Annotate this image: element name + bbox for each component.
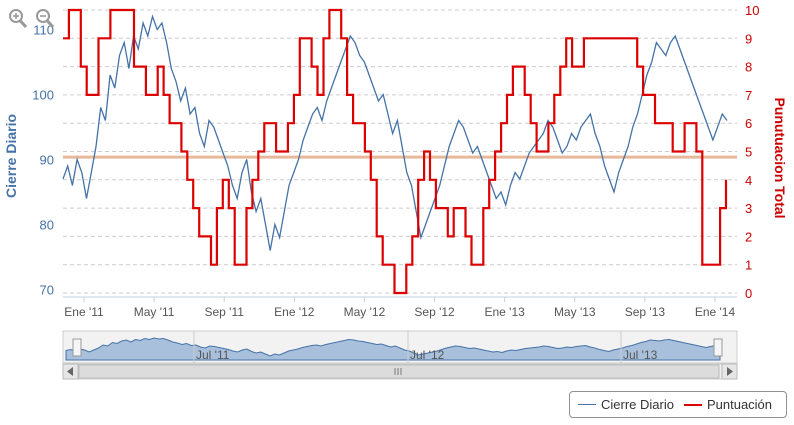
y-right-tick-label: 10 xyxy=(745,3,759,18)
y-right-tick-label: 1 xyxy=(745,258,752,273)
x-axis: Ene '11 May '11 Sep '11 Ene '12 May '12 Sep '… xyxy=(64,297,735,319)
legend-item-puntuacion[interactable]: Puntuación xyxy=(683,397,773,412)
y-left-tick-label: 100 xyxy=(32,88,54,103)
y-right-tick-label: 3 xyxy=(745,201,752,216)
y-axis-left-title: Cierre Diario xyxy=(3,114,19,198)
navigator-label: Jul '13 xyxy=(623,348,658,362)
zoom-out-icon[interactable] xyxy=(35,8,55,30)
x-tick-label: Ene '12 xyxy=(274,305,315,319)
y-right-tick-label: 6 xyxy=(745,116,752,131)
y-axis-left: 70 80 90 100 110 xyxy=(32,23,54,298)
navigator-label: Jul '11 xyxy=(196,348,230,362)
x-tick-label: May '11 xyxy=(134,305,175,319)
y-right-tick-label: 7 xyxy=(745,88,752,103)
x-tick-label: Sep '12 xyxy=(414,305,455,319)
x-tick-label: May '12 xyxy=(344,305,386,319)
legend-item-cierre-diario[interactable]: Cierre Diario xyxy=(578,397,674,412)
y-right-tick-label: 0 xyxy=(745,286,752,301)
navigator-handle-right[interactable] xyxy=(713,338,723,357)
x-tick-label: Sep '13 xyxy=(625,305,666,319)
y-right-tick-label: 2 xyxy=(745,229,752,244)
series-line-cierre-diario xyxy=(62,14,728,251)
legend-swatch-blue xyxy=(578,404,596,405)
x-tick-label: Ene '11 xyxy=(64,305,104,319)
navigator-label: Jul '12 xyxy=(410,348,445,362)
y-right-tick-label: 4 xyxy=(745,173,752,188)
x-tick-label: Sep '11 xyxy=(205,305,245,319)
x-tick-label: Ene '13 xyxy=(485,305,526,319)
series-line-puntuacion xyxy=(63,8,728,295)
y-axis-right: 0 1 2 3 4 5 6 7 8 9 10 xyxy=(745,3,759,301)
y-right-tick-label: 8 xyxy=(745,60,752,75)
navigator-series xyxy=(65,337,721,361)
y-left-tick-label: 90 xyxy=(40,153,54,168)
zoom-in-icon[interactable] xyxy=(8,8,28,30)
legend-label-cierre-diario: Cierre Diario xyxy=(601,397,674,412)
y-right-tick-label: 9 xyxy=(745,31,752,46)
y-right-tick-label: 5 xyxy=(745,145,752,160)
legend-swatch-red xyxy=(683,403,702,406)
x-tick-label: May '13 xyxy=(554,305,596,319)
y-left-tick-label: 110 xyxy=(33,23,54,38)
scroll-left-arrow-icon xyxy=(67,367,73,376)
grid xyxy=(63,9,737,294)
y-axis-right-title: Punutuacion Total xyxy=(772,97,788,218)
scrollbar-grip-icon xyxy=(394,368,402,375)
scrollbar-thumb[interactable] xyxy=(78,364,720,379)
y-left-tick-label: 80 xyxy=(40,218,54,233)
x-tick-label: Ene '14 xyxy=(695,305,736,319)
legend-label-puntuacion: Puntuación xyxy=(706,397,773,412)
navigator-handle-left[interactable] xyxy=(72,338,82,357)
legend: Cierre Diario Puntuación xyxy=(569,391,787,418)
y-left-tick-label: 70 xyxy=(40,283,54,298)
navigator-labels: Jul '11 Jul '12 Jul '13 xyxy=(193,331,658,363)
scroll-right-arrow-icon xyxy=(727,367,733,376)
